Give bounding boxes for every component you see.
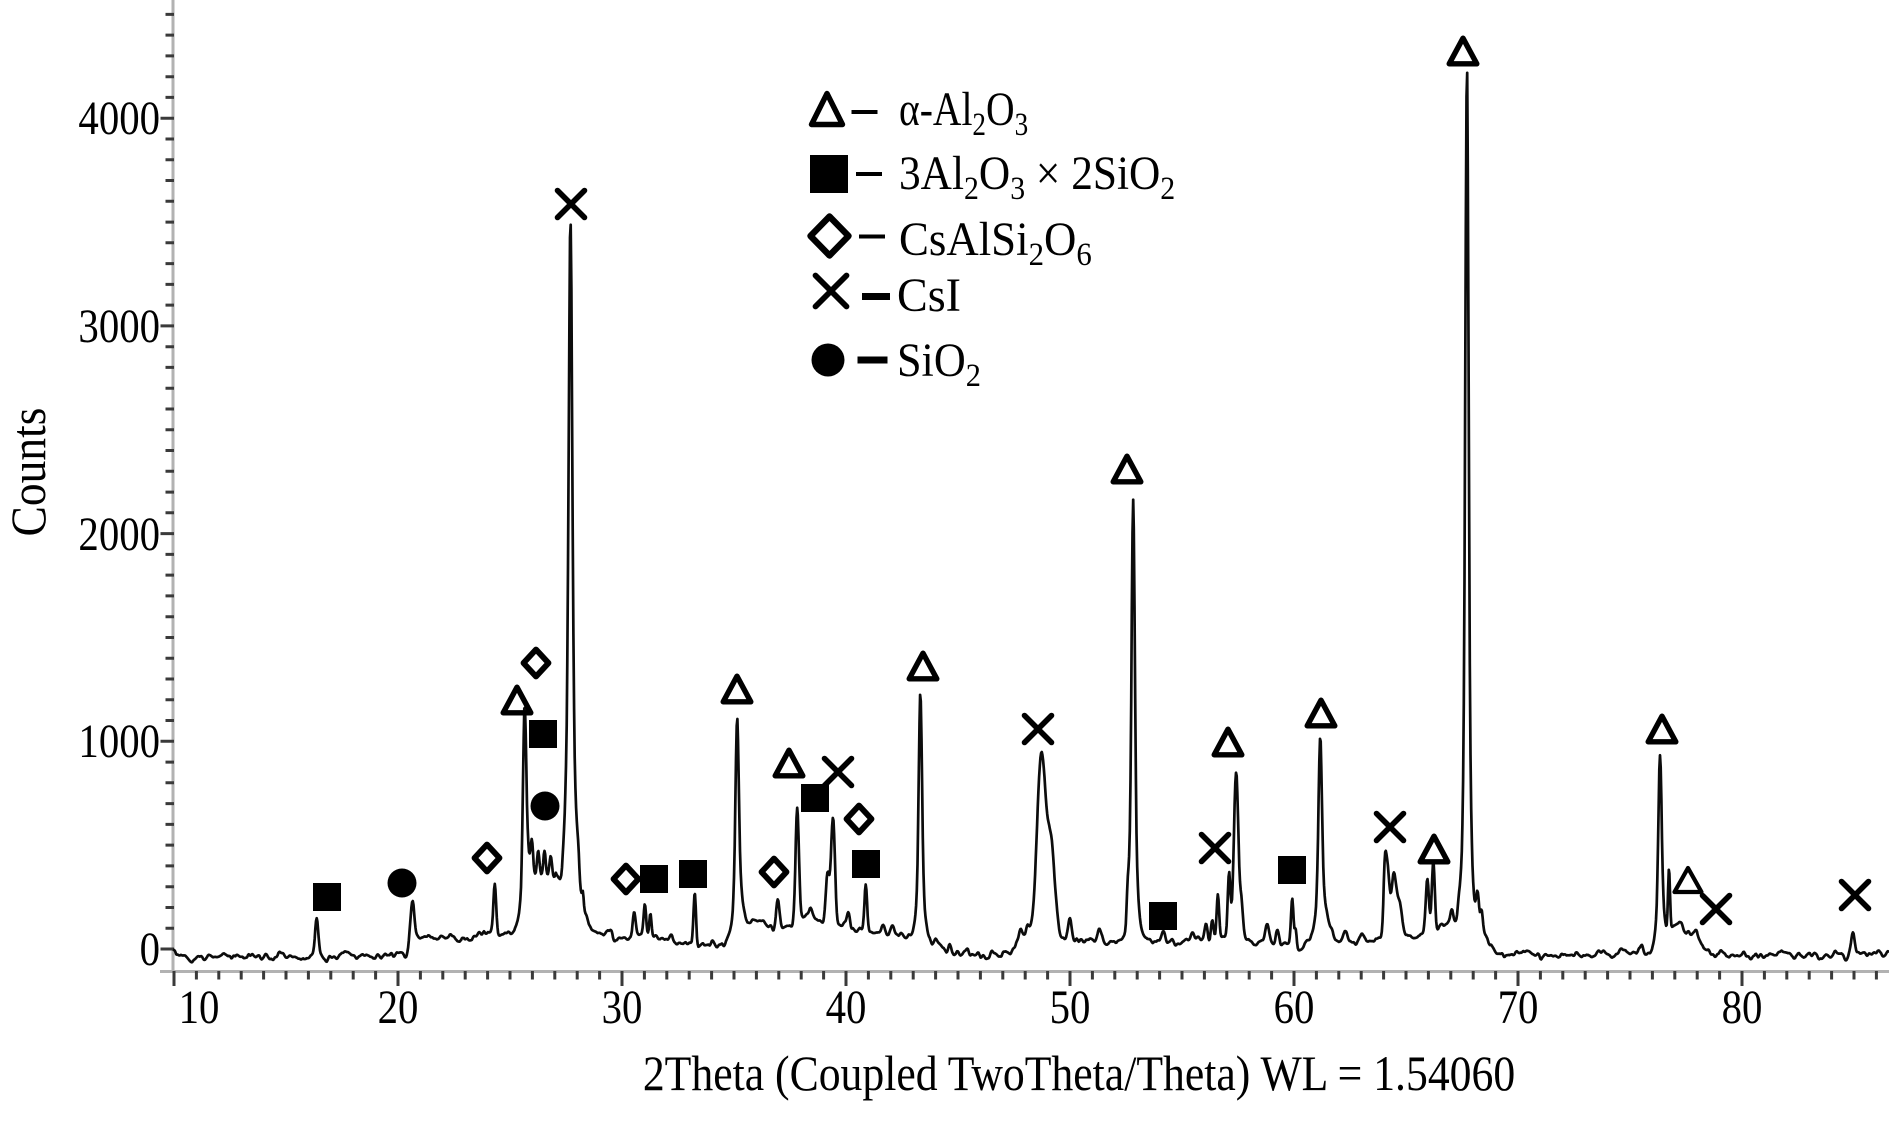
svg-text:50: 50 <box>1050 980 1091 1034</box>
svg-text:3Al2​O3​ × 2SiO2​: 3Al2​O3​ × 2SiO2​ <box>899 146 1175 206</box>
svg-text:CsI: CsI <box>897 269 961 322</box>
svg-text:2Theta (Coupled TwoTheta/Theta: 2Theta (Coupled TwoTheta/Theta) WL = 1.5… <box>643 1046 1515 1101</box>
svg-text:2000: 2000 <box>78 507 160 561</box>
svg-text:60: 60 <box>1274 980 1315 1034</box>
svg-text:40: 40 <box>826 980 867 1034</box>
svg-text:4000: 4000 <box>78 91 160 145</box>
svg-text:α-Al2​O3​: α-Al2​O3​ <box>899 82 1028 142</box>
svg-text:0: 0 <box>140 922 160 976</box>
svg-text:Counts: Counts <box>1 408 56 537</box>
svg-text:SiO2​: SiO2​ <box>897 333 981 393</box>
svg-text:1000: 1000 <box>78 714 160 768</box>
svg-text:CsAlSi2​O6​: CsAlSi2​O6​ <box>899 214 1092 273</box>
svg-text:30: 30 <box>602 980 643 1034</box>
svg-text:3000: 3000 <box>78 299 160 353</box>
svg-text:20: 20 <box>378 980 419 1034</box>
svg-text:80: 80 <box>1722 980 1763 1034</box>
svg-text:10: 10 <box>179 980 220 1034</box>
svg-text:70: 70 <box>1498 980 1539 1034</box>
